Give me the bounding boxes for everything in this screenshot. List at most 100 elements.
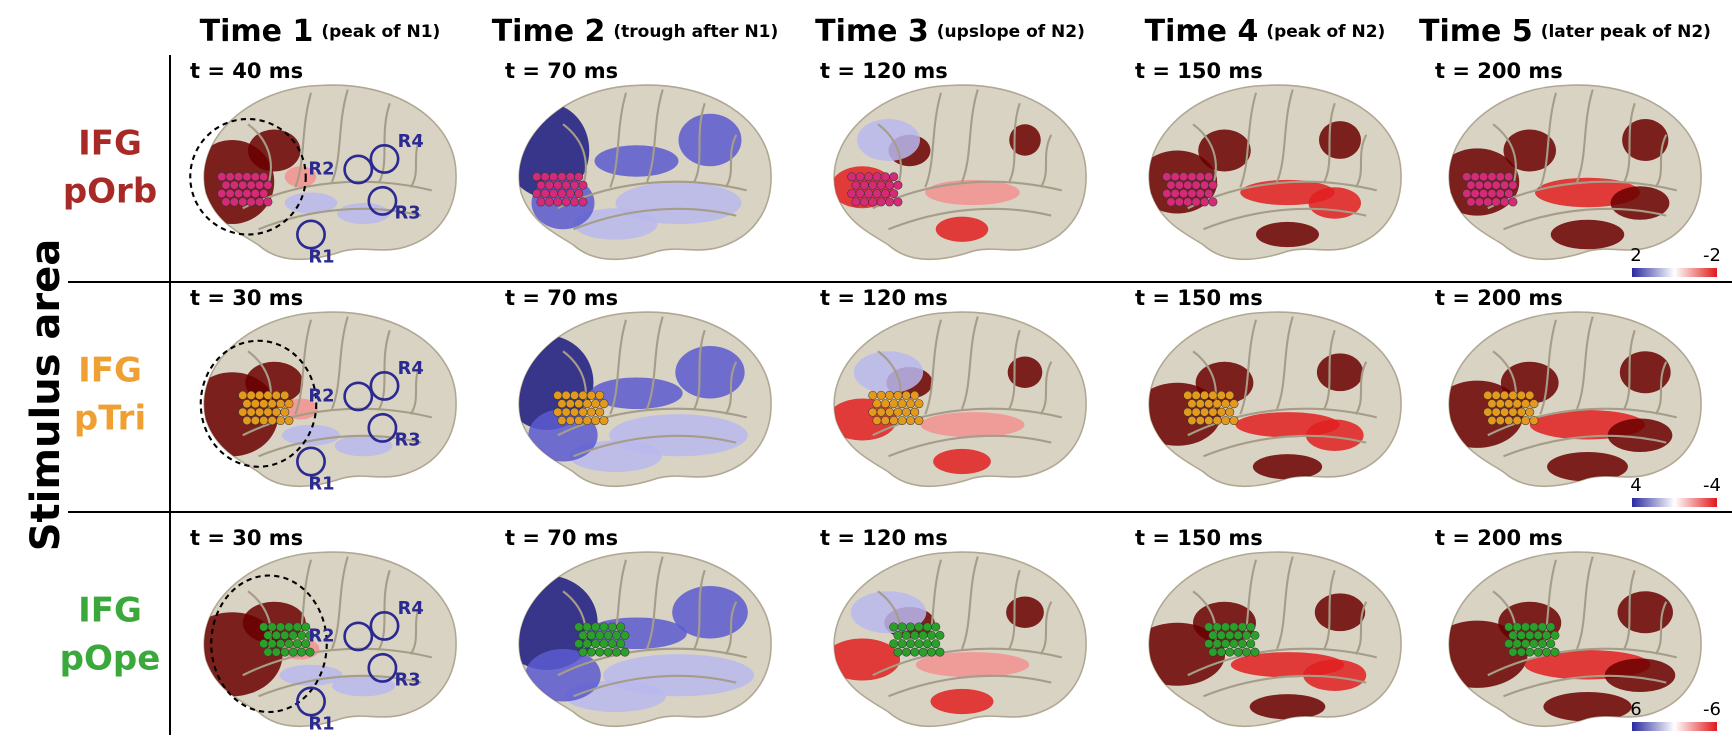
electrode [259, 639, 269, 649]
electrode [1174, 180, 1184, 190]
region-circle [367, 185, 398, 216]
sulcus [872, 407, 1063, 437]
electrode [880, 189, 890, 199]
electrode [864, 172, 874, 182]
electrode [565, 399, 575, 409]
electrode [280, 390, 290, 400]
electrode [1166, 197, 1176, 207]
electrode [574, 416, 584, 426]
electrode [557, 399, 567, 409]
electrode [1483, 407, 1493, 417]
electrode [1212, 399, 1222, 409]
region-circle [296, 219, 326, 250]
electrode [1212, 622, 1222, 632]
electrode [238, 390, 248, 400]
electrode [876, 180, 886, 190]
electrode [893, 647, 903, 657]
colorbar-label: -4 [1703, 475, 1721, 496]
electrode [1466, 180, 1476, 190]
electrode [1529, 399, 1539, 409]
electrode [885, 197, 895, 207]
region-label: R3 [395, 203, 421, 224]
colorbar-label: -6 [1703, 699, 1721, 720]
electrode [292, 622, 302, 632]
electrode [238, 180, 248, 190]
electrode [1483, 197, 1493, 207]
electrode [922, 639, 932, 649]
electrode [280, 630, 290, 640]
sulcus [573, 674, 737, 698]
electrode [565, 172, 575, 182]
electrode [586, 647, 596, 657]
electrode [901, 390, 911, 400]
electrode [851, 180, 861, 190]
electrode [1474, 180, 1484, 190]
electrode [1191, 180, 1201, 190]
activation-blob [920, 412, 1025, 438]
activation [1449, 591, 1676, 722]
electrode [906, 639, 916, 649]
electrode [574, 189, 584, 199]
activation-blob [1503, 129, 1556, 172]
sulcus [924, 92, 943, 188]
electrode [922, 622, 932, 632]
region-circle [367, 652, 398, 683]
electrode [246, 180, 256, 190]
column-header: Time 2 (trough after N1) [492, 14, 779, 49]
electrode [1500, 180, 1510, 190]
electrode [263, 197, 273, 207]
sulcus [294, 92, 313, 188]
region-label: R4 [398, 131, 424, 152]
electrode [868, 180, 878, 190]
electrode [599, 622, 609, 632]
sulcus [258, 207, 422, 231]
brain [203, 84, 457, 260]
sulcus [1654, 134, 1668, 188]
activation-blob [933, 448, 991, 475]
electrode [1495, 189, 1505, 199]
colorbar [1632, 498, 1717, 507]
electrode [914, 399, 924, 409]
electrode [1191, 197, 1201, 207]
electrode [1483, 180, 1493, 190]
electrode [1221, 622, 1231, 632]
electrode [620, 630, 630, 640]
sulcus [294, 319, 313, 415]
sulcus [1239, 92, 1258, 188]
electrode [1204, 399, 1214, 409]
electrode [1487, 416, 1497, 426]
sulcus [1008, 329, 1021, 410]
sulcus [961, 89, 979, 183]
sulcus [1203, 434, 1367, 458]
sulcus [1039, 601, 1053, 655]
electrode [872, 189, 882, 199]
electrode [1537, 622, 1547, 632]
electrode [591, 399, 601, 409]
electrode [1500, 197, 1510, 207]
electrode [906, 622, 916, 632]
activation-blob [1619, 351, 1671, 394]
sulcus [331, 316, 349, 410]
electrode [1195, 172, 1205, 182]
activation-blob [1622, 119, 1669, 161]
sulcus [242, 647, 433, 677]
sulcus [1492, 123, 1517, 183]
electrode [620, 647, 630, 657]
colorbar [1632, 268, 1717, 277]
electrode [540, 189, 550, 199]
electrode [1200, 390, 1210, 400]
colorbar-label: 2 [1630, 245, 1641, 266]
electrode [561, 407, 571, 417]
electrode [288, 630, 298, 640]
electrode [591, 639, 601, 649]
electrode [1504, 399, 1514, 409]
electrode [1250, 647, 1260, 657]
row-label: IFG [78, 351, 142, 391]
electrode [532, 172, 542, 182]
activation-blob [525, 649, 601, 702]
column-header: Time 1 (peak of N1) [200, 14, 441, 49]
electrode [221, 180, 231, 190]
electrode [910, 390, 920, 400]
brain-panel [833, 551, 1087, 727]
brain-panel [833, 311, 1087, 487]
